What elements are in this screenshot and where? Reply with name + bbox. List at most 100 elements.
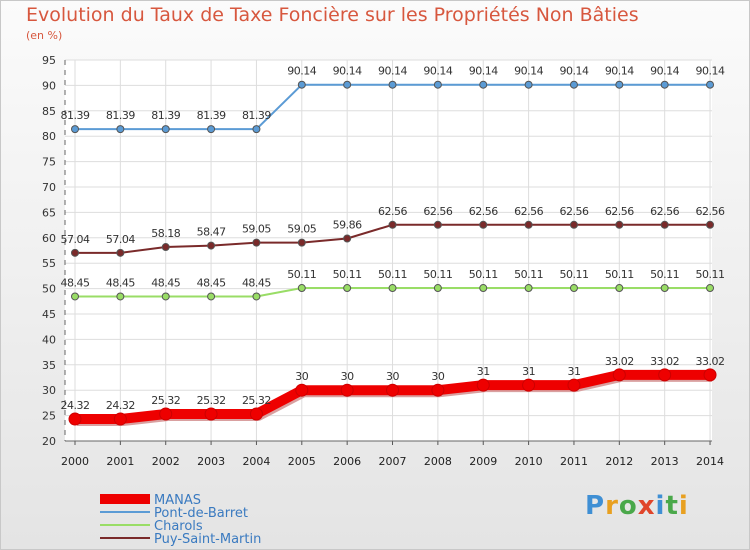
data-point [161, 125, 170, 134]
data-label: 58.18 [151, 227, 180, 240]
x-tick-label: 2009 [469, 455, 497, 468]
data-point [388, 220, 397, 229]
data-label: 50.11 [605, 268, 634, 281]
data-point [431, 383, 445, 397]
data-label: 48.45 [61, 276, 90, 289]
data-label: 48.45 [106, 276, 135, 289]
data-label: 33.02 [650, 355, 679, 368]
data-point [207, 241, 216, 250]
data-label: 50.11 [696, 268, 725, 281]
data-label: 25.32 [151, 394, 180, 407]
data-label: 50.11 [559, 268, 588, 281]
data-point [68, 412, 82, 426]
y-tick-label: 80 [42, 130, 56, 143]
data-point [433, 284, 442, 293]
data-point [116, 125, 125, 134]
y-tick-label: 75 [42, 156, 56, 169]
data-label: 90.14 [696, 65, 725, 78]
data-label: 48.45 [197, 276, 226, 289]
data-point [660, 220, 669, 229]
data-point [161, 243, 170, 252]
data-label: 62.56 [514, 205, 543, 218]
data-label: 50.11 [469, 268, 498, 281]
data-label: 57.04 [106, 233, 135, 246]
data-point [706, 220, 715, 229]
data-point [297, 238, 306, 247]
data-label: 57.04 [61, 233, 90, 246]
y-tick-label: 35 [42, 359, 56, 372]
data-point [343, 234, 352, 243]
data-point [252, 125, 261, 134]
data-point [295, 383, 309, 397]
y-tick-label: 40 [42, 333, 56, 346]
y-tick-label: 20 [42, 435, 56, 448]
x-tick-label: 2004 [242, 455, 270, 468]
data-label: 30 [386, 370, 399, 383]
data-point [207, 292, 216, 301]
y-tick-label: 30 [42, 384, 56, 397]
data-label: 24.32 [106, 399, 135, 412]
y-axis-unit: (en %) [26, 29, 63, 42]
x-tick-label: 2003 [197, 455, 225, 468]
data-point [71, 292, 79, 301]
x-tick-label: 2000 [61, 455, 89, 468]
data-point [340, 383, 354, 397]
legend-label: Puy-Saint-Martin [154, 532, 261, 547]
data-point [252, 292, 261, 301]
y-tick-label: 95 [42, 54, 56, 67]
legend-label: Charols [154, 519, 203, 534]
data-point [159, 407, 173, 421]
data-point [524, 220, 533, 229]
data-label: 62.56 [650, 205, 679, 218]
data-label: 62.56 [469, 205, 498, 218]
data-point [433, 80, 442, 89]
data-point [297, 80, 306, 89]
data-label: 33.02 [696, 355, 725, 368]
x-tick-label: 2013 [651, 455, 679, 468]
data-label: 81.39 [242, 109, 271, 122]
data-label: 58.47 [197, 226, 226, 239]
data-label: 90.14 [378, 65, 407, 78]
data-point [249, 407, 263, 421]
data-point [660, 284, 669, 293]
data-label: 90.14 [650, 65, 679, 78]
legend-label: Pont-de-Barret [154, 506, 248, 521]
x-tick-label: 2014 [696, 455, 724, 468]
data-label: 25.32 [197, 394, 226, 407]
data-point [343, 284, 352, 293]
data-label: 62.56 [559, 205, 588, 218]
data-label: 24.32 [61, 399, 90, 412]
data-label: 31 [522, 365, 535, 378]
y-tick-label: 90 [42, 79, 56, 92]
data-label: 50.11 [423, 268, 452, 281]
chart-title: Evolution du Taux de Taxe Foncière sur l… [26, 4, 639, 26]
data-point [388, 284, 397, 293]
x-tick-label: 2005 [288, 455, 316, 468]
x-tick-label: 2012 [605, 455, 633, 468]
data-point [706, 80, 715, 89]
data-label: 62.56 [696, 205, 725, 218]
data-point [71, 248, 79, 257]
x-tick-label: 2008 [424, 455, 452, 468]
data-label: 48.45 [242, 276, 271, 289]
data-point [113, 412, 127, 426]
x-tick-label: 2011 [560, 455, 588, 468]
data-point [522, 378, 536, 392]
data-label: 59.05 [287, 223, 316, 236]
data-label: 81.39 [197, 109, 226, 122]
data-label: 30 [295, 370, 308, 383]
data-label: 90.14 [559, 65, 588, 78]
data-label: 48.45 [151, 276, 180, 289]
y-tick-label: 25 [42, 410, 56, 423]
data-point [615, 220, 624, 229]
data-point [569, 284, 578, 293]
data-label: 31 [477, 365, 490, 378]
y-tick-label: 60 [42, 232, 56, 245]
data-point [116, 248, 125, 257]
data-label: 30 [341, 370, 354, 383]
data-label: 62.56 [378, 205, 407, 218]
data-label: 90.14 [514, 65, 543, 78]
y-tick-label: 65 [42, 206, 56, 219]
data-point [343, 80, 352, 89]
